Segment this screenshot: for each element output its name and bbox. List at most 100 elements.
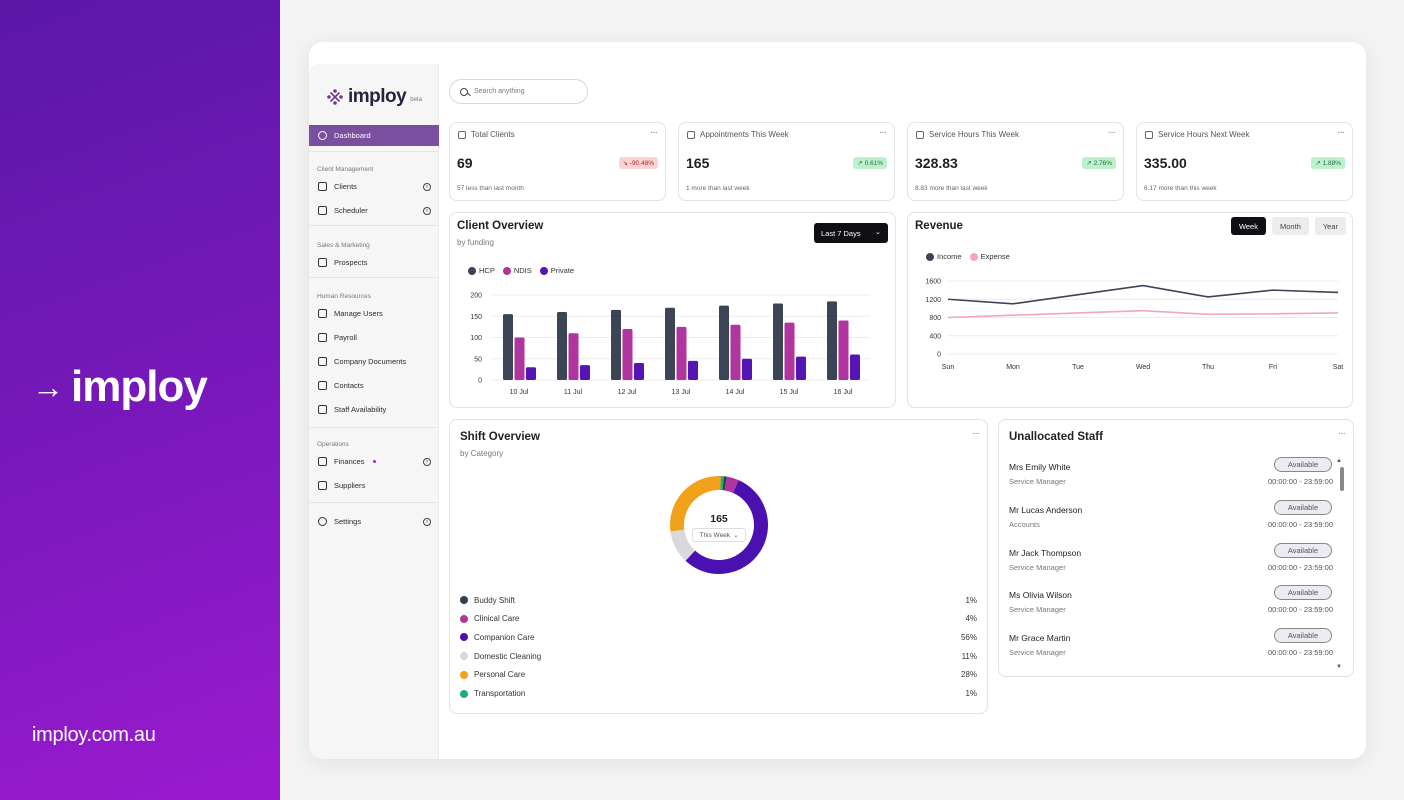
category-color-dot [460,652,468,661]
stat-value: 69 [457,155,473,171]
chart-legend: HCP NDIS Private [468,266,574,275]
availability-badge[interactable]: Available [1274,585,1332,601]
trend-badge-text: -90.48% [629,160,654,167]
stat-card-appointments[interactable]: Appointments This Week ··· 165 ↗ 0.61% 1… [678,122,895,201]
trend-badge-text: 0.61% [864,160,883,167]
more-menu-icon[interactable]: ··· [879,127,887,138]
category-color-dot [460,633,468,642]
sidebar-item-settings[interactable]: Settings › [309,511,439,532]
availability-time: 00:00:00 - 23:59:00 [1267,519,1333,529]
y-tick-label: 150 [470,314,482,321]
bar [796,356,806,380]
section-client-management: Client Management [317,166,374,173]
tab-week[interactable]: Week [1230,217,1266,235]
x-tick-label: 16 Jul [834,389,853,396]
sidebar-item-label: Finances [334,457,365,466]
sidebar-item-suppliers[interactable]: Suppliers [309,475,439,496]
x-tick-label: 13 Jul [672,389,691,396]
scroll-up-icon[interactable]: ▲ [1336,458,1342,464]
sidebar-item-dashboard[interactable]: Dashboard [309,125,439,146]
stat-card-total-clients[interactable]: Total Clients ··· 69 ↘ -90.48% 57 less t… [449,122,666,201]
card-title: Unallocated Staff [1009,431,1103,443]
legend-label: HCP [479,266,495,275]
staff-name: Mrs Emily White [1009,462,1071,472]
tab-year[interactable]: Year [1314,217,1346,235]
chevron-right-icon: › [423,457,431,466]
tab-month[interactable]: Month [1271,217,1309,235]
bar [634,363,644,380]
wallet-icon [318,457,327,466]
y-tick-label: 100 [470,335,482,342]
sidebar-item-contacts[interactable]: Contacts [309,375,439,396]
range-dropdown[interactable]: Last 7 Days ⌄ [814,223,888,243]
staff-row[interactable]: Mrs Emily White Service Manager Availabl… [1009,457,1343,498]
y-tick-label: 1600 [925,279,941,286]
client-overview-bar-chart: 0 50 100 150 200 10 Jul 11 Jul 12 Jul 13 Jul 14 J… [470,293,870,396]
sidebar-item-finances[interactable]: Finances › [309,451,439,472]
sidebar-item-staff-availability[interactable]: Staff Availability [309,399,439,420]
sidebar-item-clients[interactable]: Clients › [309,176,439,197]
sidebar-item-manage-users[interactable]: Manage Users [309,303,439,324]
legend-color-dot [468,266,476,275]
bar [784,322,795,380]
category-color-dot [460,614,468,623]
y-tick-label: 1200 [925,297,941,304]
revenue-period-tabs: Week Month Year [1230,217,1346,235]
category-color-dot [460,689,468,698]
more-menu-icon[interactable]: ··· [972,428,980,439]
staff-name: Mr Lucas Anderson [1009,504,1083,515]
calendar-icon [687,130,695,139]
arrow-right-icon: → [32,368,64,405]
legend-label: Private [550,266,575,275]
staff-row[interactable]: Mr Jack Thompson Service Manager Availab… [1009,542,1343,584]
staff-row[interactable]: Ms Olivia Wilson Service Manager Availab… [1009,585,1343,626]
bar [719,305,729,380]
brand-logo: → imploy [32,362,208,412]
category-percent: 1% [965,595,977,605]
x-tick-label: 14 Jul [726,389,745,396]
bar [611,309,621,380]
bar [688,360,698,380]
sidebar-item-prospects[interactable]: Prospects [309,252,439,273]
brand-logo-text: imploy [71,362,208,411]
category-label: Transportation [474,689,526,698]
stat-card-service-hours-this-week[interactable]: Service Hours This Week ··· 328.83 ↗ 2.7… [907,122,1124,201]
card-title: Revenue [915,220,963,232]
app-logo-text: imploy [348,86,407,107]
scroll-down-icon[interactable]: ▼ [1336,664,1342,670]
dashboard-icon [318,131,327,140]
trend-badge: ↘ -90.48% [618,157,658,169]
sidebar-item-payroll[interactable]: Payroll [309,327,439,348]
stat-label-row: Service Hours Next Week [1145,130,1249,139]
availability-badge[interactable]: Available [1274,542,1332,558]
sidebar-item-label: Suppliers [334,481,366,490]
search-input[interactable]: Search anything [449,79,588,104]
availability-badge[interactable]: Available [1274,499,1332,515]
availability-badge[interactable]: Available [1274,457,1332,472]
category-row: Personal Care 28% [460,668,977,682]
brand-url: imploy.com.au [32,724,156,746]
scrollbar-thumb[interactable] [1340,467,1344,491]
more-menu-icon[interactable]: ··· [1108,127,1116,138]
sidebar-item-company-documents[interactable]: Company Documents [309,351,439,372]
bed-icon [916,130,924,139]
availability-badge[interactable]: Available [1274,628,1332,644]
stat-card-service-hours-next-week[interactable]: Service Hours Next Week ··· 335.00 ↗ 1.8… [1136,122,1353,201]
stat-subtext: 6.17 more than this week [1144,185,1217,192]
x-tick-label: 10 Jul [510,389,529,396]
staff-row[interactable]: Mr Grace Martin Service Manager Availabl… [1009,628,1343,669]
staff-row[interactable]: Mr Lucas Anderson Accounts Available 00:… [1009,499,1343,541]
app-logo[interactable]: imploy beta [326,86,422,108]
legend-item: Expense [969,252,1010,261]
sidebar-item-scheduler[interactable]: Scheduler › [309,200,439,221]
chevron-right-icon: › [423,517,431,526]
donut-period-select[interactable]: This Week ⌄ [692,528,746,542]
more-menu-icon[interactable]: ··· [1338,428,1346,439]
legend-item: NDIS [502,266,532,275]
more-menu-icon[interactable]: ··· [650,127,658,138]
more-menu-icon[interactable]: ··· [1337,127,1345,138]
donut-slice [685,480,768,574]
category-percent: 4% [965,614,977,624]
legend-label: Expense [980,252,1010,261]
staff-name: Mr Grace Martin [1009,633,1071,644]
